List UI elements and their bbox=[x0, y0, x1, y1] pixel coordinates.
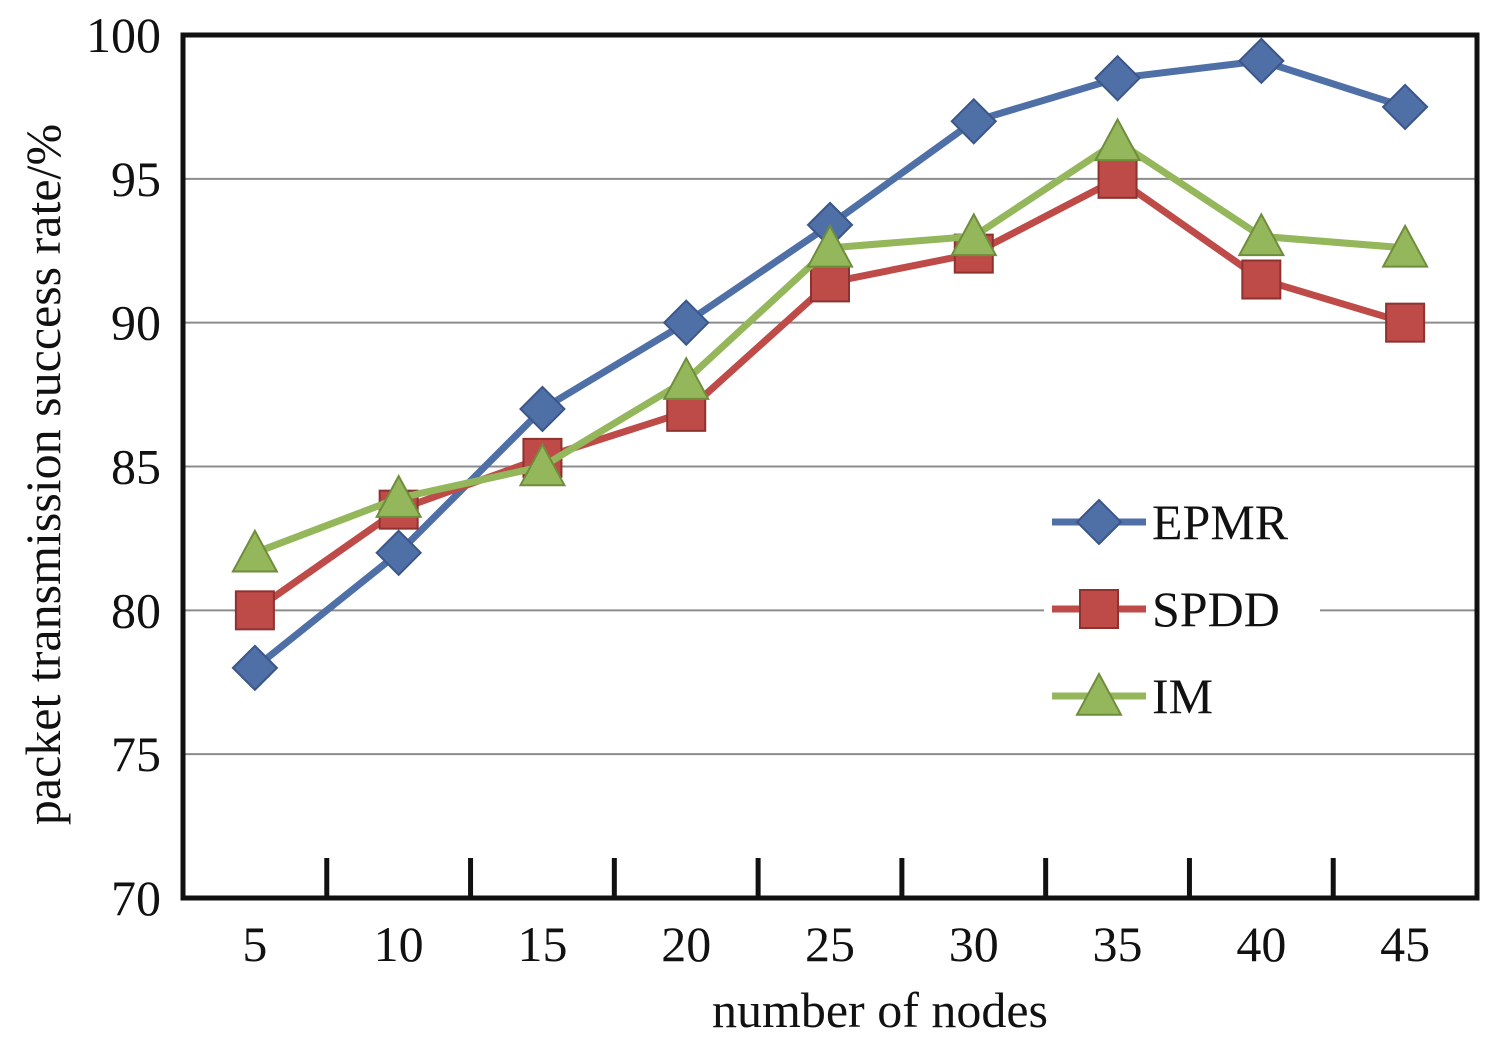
data-point-spdd bbox=[234, 590, 275, 631]
x-tick-label: 30 bbox=[949, 916, 999, 972]
data-point-epmr bbox=[375, 529, 423, 577]
y-tick-label: 75 bbox=[111, 726, 161, 782]
data-point-im bbox=[518, 442, 567, 487]
data-point-epmr bbox=[1094, 54, 1141, 102]
data-point-epmr bbox=[231, 644, 279, 692]
data-point-im bbox=[662, 356, 710, 400]
data-point-im bbox=[1381, 223, 1429, 268]
data-point-im bbox=[231, 528, 279, 573]
y-axis-title: packet transmission success rate/% bbox=[15, 124, 71, 825]
y-tick-label: 90 bbox=[111, 295, 161, 351]
y-tick-labels: 70 75 80 85 90 95 100 bbox=[86, 7, 161, 926]
legend-item-spdd: SPDD bbox=[1044, 569, 1320, 649]
series-layer bbox=[231, 37, 1429, 692]
x-tick-label: 40 bbox=[1236, 916, 1286, 972]
legend-swatch-marker bbox=[1075, 498, 1123, 546]
legend: EPMR SPDD IM bbox=[1044, 482, 1320, 736]
y-tick-label: 80 bbox=[111, 582, 161, 638]
x-tick-label: 20 bbox=[661, 916, 711, 972]
data-point-spdd bbox=[810, 262, 850, 303]
data-point-im bbox=[806, 223, 854, 268]
data-point-im bbox=[1237, 212, 1286, 257]
data-point-spdd bbox=[1097, 158, 1138, 199]
legend-label: EPMR bbox=[1152, 494, 1289, 550]
plot-frame bbox=[180, 32, 1480, 901]
y-tick-label: 100 bbox=[86, 7, 161, 63]
x-tick-label: 5 bbox=[242, 916, 267, 972]
legend-item-epmr: EPMR bbox=[1044, 482, 1320, 562]
x-axis-ticks bbox=[324, 858, 1336, 898]
x-axis-title: number of nodes bbox=[712, 982, 1048, 1038]
legend-item-im: IM bbox=[1044, 656, 1320, 736]
data-point-epmr bbox=[1381, 83, 1429, 131]
legend-swatch-marker bbox=[1079, 589, 1119, 629]
legend-swatch-marker bbox=[1075, 671, 1123, 716]
x-tick-label: 25 bbox=[805, 916, 855, 972]
x-tick-label: 15 bbox=[517, 916, 567, 972]
data-point-im bbox=[374, 474, 423, 518]
x-tick-label: 45 bbox=[1380, 916, 1430, 972]
data-point-epmr bbox=[1237, 37, 1285, 85]
legend-label: SPDD bbox=[1152, 581, 1280, 637]
y-tick-label: 95 bbox=[111, 151, 161, 207]
data-point-im bbox=[1093, 117, 1142, 162]
data-point-spdd bbox=[1241, 259, 1282, 300]
x-tick-label: 10 bbox=[374, 916, 424, 972]
legend-label: IM bbox=[1152, 668, 1213, 724]
data-point-epmr bbox=[950, 97, 998, 145]
data-point-im bbox=[950, 212, 998, 257]
y-tick-label: 85 bbox=[111, 439, 161, 495]
data-point-epmr bbox=[519, 385, 566, 433]
data-point-spdd bbox=[1385, 302, 1426, 343]
data-point-epmr bbox=[662, 299, 710, 347]
x-tick-labels: 5 10 15 20 25 30 35 40 45 bbox=[242, 916, 1430, 972]
series-im bbox=[231, 117, 1429, 573]
y-tick-label: 70 bbox=[111, 870, 161, 926]
x-tick-label: 35 bbox=[1093, 916, 1143, 972]
